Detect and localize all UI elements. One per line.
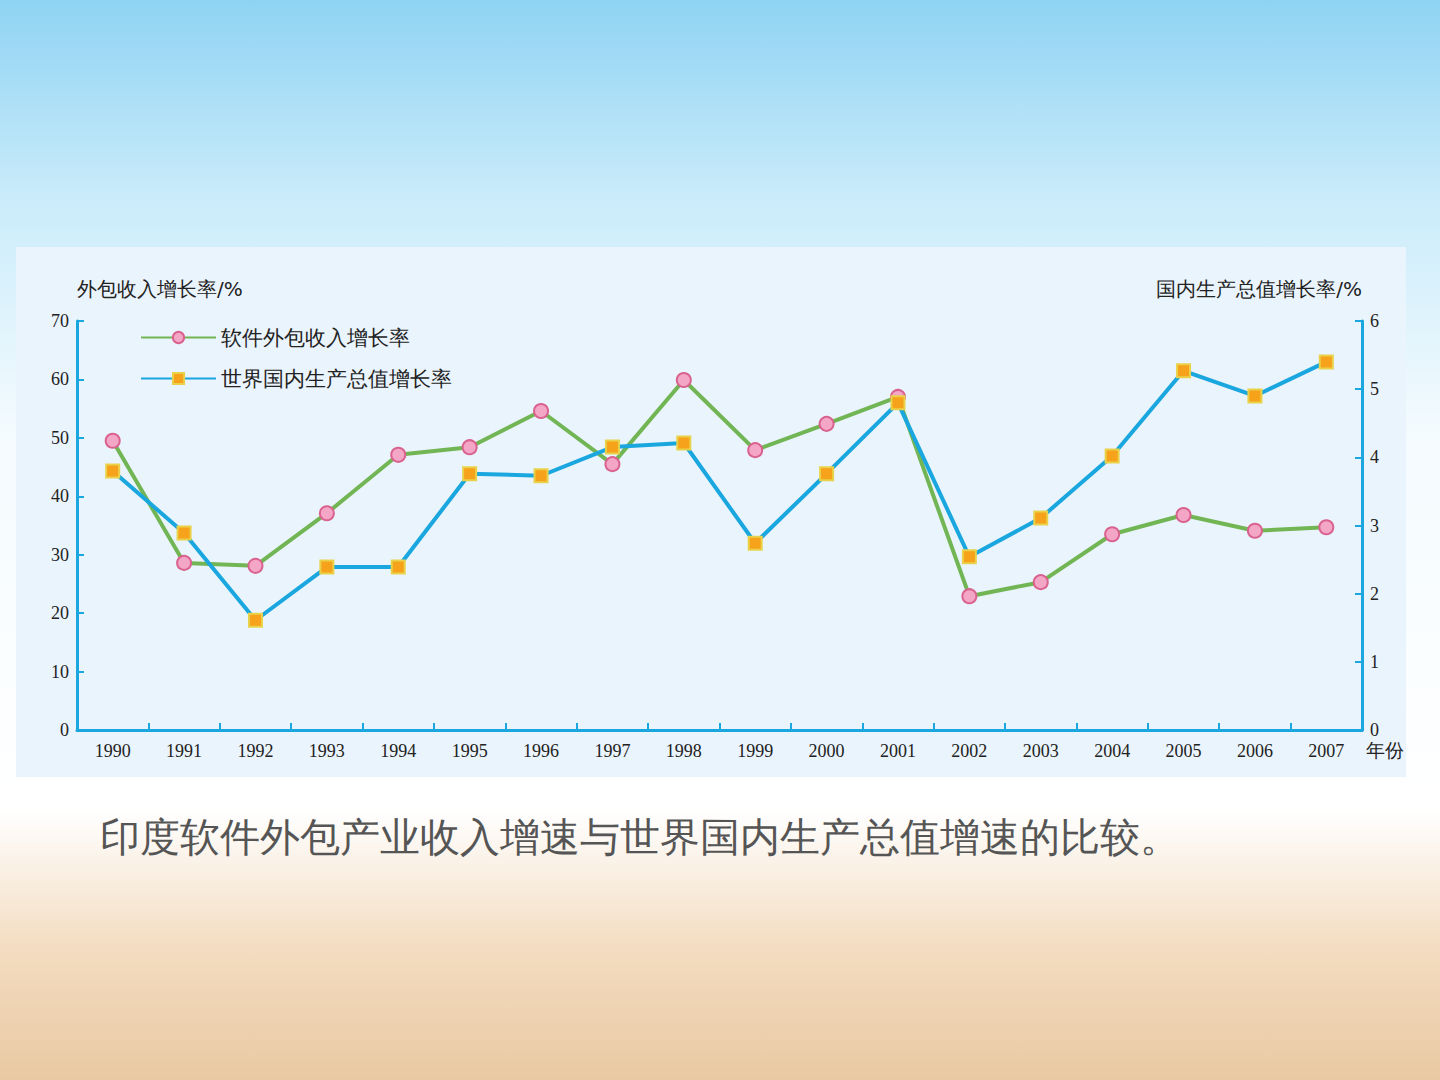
svg-text:2007: 2007 — [1308, 741, 1344, 761]
svg-text:70: 70 — [51, 311, 69, 331]
svg-text:世界国内生产总值增长率: 世界国内生产总值增长率 — [221, 367, 452, 391]
svg-text:2000: 2000 — [809, 741, 845, 761]
svg-text:30: 30 — [51, 545, 69, 565]
svg-text:2002: 2002 — [951, 741, 987, 761]
svg-text:1: 1 — [1370, 652, 1379, 672]
svg-text:0: 0 — [60, 720, 69, 740]
svg-text:4: 4 — [1370, 447, 1379, 467]
svg-text:2: 2 — [1370, 584, 1379, 604]
svg-text:50: 50 — [51, 428, 69, 448]
svg-text:2005: 2005 — [1166, 741, 1202, 761]
svg-text:2001: 2001 — [880, 741, 916, 761]
svg-text:1995: 1995 — [452, 741, 488, 761]
svg-text:国内生产总值增长率/%: 国内生产总值增长率/% — [1156, 277, 1362, 301]
svg-text:1994: 1994 — [380, 741, 416, 761]
svg-text:2003: 2003 — [1023, 741, 1059, 761]
svg-text:2004: 2004 — [1094, 741, 1130, 761]
svg-text:1998: 1998 — [666, 741, 702, 761]
svg-text:3: 3 — [1370, 516, 1379, 536]
svg-text:1996: 1996 — [523, 741, 559, 761]
svg-text:0: 0 — [1370, 720, 1379, 740]
svg-text:60: 60 — [51, 369, 69, 389]
svg-text:印度软件外包产业收入增速与世界国内生产总值增速的比较。: 印度软件外包产业收入增速与世界国内生产总值增速的比较。 — [100, 814, 1180, 860]
svg-text:40: 40 — [51, 486, 69, 506]
svg-text:1997: 1997 — [594, 741, 630, 761]
svg-text:外包收入增长率/%: 外包收入增长率/% — [77, 277, 243, 301]
svg-text:软件外包收入增长率: 软件外包收入增长率 — [221, 326, 410, 350]
svg-text:1991: 1991 — [166, 741, 202, 761]
svg-text:10: 10 — [51, 662, 69, 682]
svg-text:5: 5 — [1370, 379, 1379, 399]
svg-text:20: 20 — [51, 603, 69, 623]
svg-text:1990: 1990 — [95, 741, 131, 761]
svg-text:1999: 1999 — [737, 741, 773, 761]
svg-text:6: 6 — [1370, 311, 1379, 331]
svg-text:年份: 年份 — [1366, 739, 1404, 761]
svg-text:2006: 2006 — [1237, 741, 1273, 761]
svg-text:1992: 1992 — [237, 741, 273, 761]
svg-text:1993: 1993 — [309, 741, 345, 761]
